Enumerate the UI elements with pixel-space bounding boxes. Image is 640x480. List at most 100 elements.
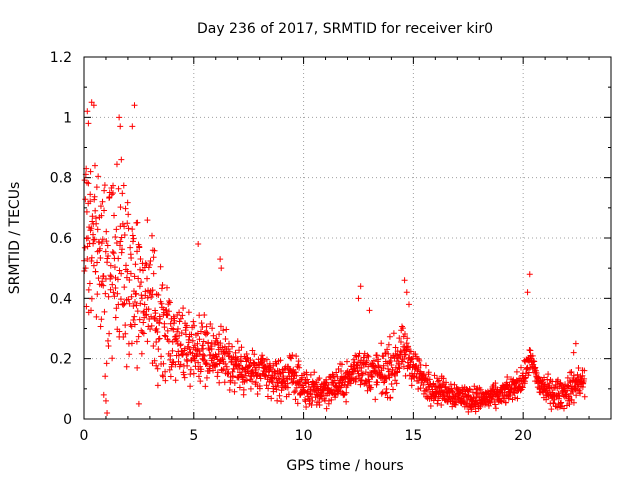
data-point	[172, 377, 179, 384]
data-point	[106, 330, 113, 337]
plot-frame	[83, 56, 612, 420]
data-point	[386, 333, 393, 340]
data-point	[128, 255, 135, 262]
data-point	[157, 315, 164, 322]
y-axis-label: SRMTID / TECUs	[7, 182, 23, 295]
data-point	[92, 207, 99, 214]
data-point	[179, 312, 186, 319]
data-point	[569, 388, 576, 395]
data-point	[570, 372, 577, 379]
data-point	[88, 307, 95, 314]
data-point	[254, 390, 261, 397]
data-point	[191, 342, 198, 349]
data-point	[359, 371, 366, 378]
data-point	[396, 365, 403, 372]
data-point	[338, 382, 345, 389]
data-point	[126, 351, 133, 358]
data-point	[440, 375, 447, 382]
data-point	[103, 228, 110, 235]
data-point	[382, 390, 389, 397]
data-point	[166, 298, 173, 305]
data-point	[197, 378, 204, 385]
data-point	[90, 102, 97, 109]
data-point	[209, 325, 216, 332]
data-point	[201, 312, 208, 319]
data-point	[84, 108, 91, 115]
data-point	[120, 301, 127, 308]
data-point	[180, 371, 187, 378]
data-point	[122, 205, 129, 212]
data-point	[216, 379, 223, 386]
data-point	[87, 168, 94, 175]
data-point	[203, 323, 210, 330]
data-point	[109, 281, 116, 288]
data-point	[125, 296, 132, 303]
data-point	[365, 353, 372, 360]
data-point	[477, 386, 484, 393]
data-point	[434, 397, 441, 404]
data-point	[164, 284, 171, 291]
data-point	[208, 345, 215, 352]
data-point	[82, 196, 89, 203]
data-point	[431, 372, 438, 379]
data-point	[136, 244, 143, 251]
data-point	[203, 374, 210, 381]
data-point	[198, 320, 205, 327]
data-point	[385, 350, 392, 357]
data-point	[113, 226, 120, 233]
data-point	[229, 343, 236, 350]
data-point	[401, 356, 408, 363]
data-point	[124, 199, 131, 206]
data-point	[278, 398, 285, 405]
data-point	[140, 319, 147, 326]
data-point	[570, 349, 577, 356]
data-point	[136, 283, 143, 290]
data-point	[236, 362, 243, 369]
data-point	[275, 382, 282, 389]
data-point	[416, 357, 423, 364]
data-point	[223, 326, 230, 333]
y-tick-label: 1.2	[50, 50, 72, 66]
data-point	[401, 330, 408, 337]
data-point	[355, 295, 362, 302]
data-point	[370, 357, 377, 364]
data-point	[224, 370, 231, 377]
data-point	[180, 305, 187, 312]
data-point	[110, 289, 117, 296]
data-point	[401, 277, 408, 284]
data-point	[85, 286, 92, 293]
data-point	[171, 317, 178, 324]
data-point	[521, 378, 528, 385]
data-point	[323, 376, 330, 383]
data-point	[358, 365, 365, 372]
data-point	[119, 190, 126, 197]
data-point	[98, 240, 105, 247]
data-point	[207, 343, 214, 350]
data-point	[531, 358, 538, 365]
data-point	[158, 285, 165, 292]
y-tick-label: 0.2	[50, 352, 72, 368]
data-point	[123, 363, 130, 370]
data-point	[91, 162, 98, 169]
data-point	[438, 402, 445, 409]
data-point	[573, 392, 580, 399]
data-point	[389, 366, 396, 373]
data-point	[402, 372, 409, 379]
data-point	[90, 240, 97, 247]
data-point	[135, 400, 142, 407]
data-point	[212, 362, 219, 369]
data-point	[117, 238, 124, 245]
data-point	[156, 335, 163, 342]
data-point	[293, 353, 300, 360]
data-point	[359, 370, 366, 377]
data-point	[98, 212, 105, 219]
data-point	[118, 234, 125, 241]
data-point	[203, 359, 210, 366]
data-point	[527, 347, 534, 354]
data-point	[162, 368, 169, 375]
data-point	[194, 330, 201, 337]
data-point	[548, 406, 555, 413]
data-point	[113, 240, 120, 247]
data-point	[355, 353, 362, 360]
